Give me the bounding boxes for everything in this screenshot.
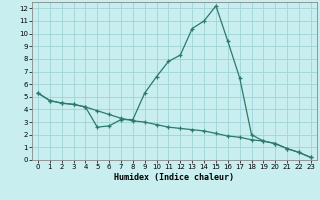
X-axis label: Humidex (Indice chaleur): Humidex (Indice chaleur)	[115, 173, 234, 182]
